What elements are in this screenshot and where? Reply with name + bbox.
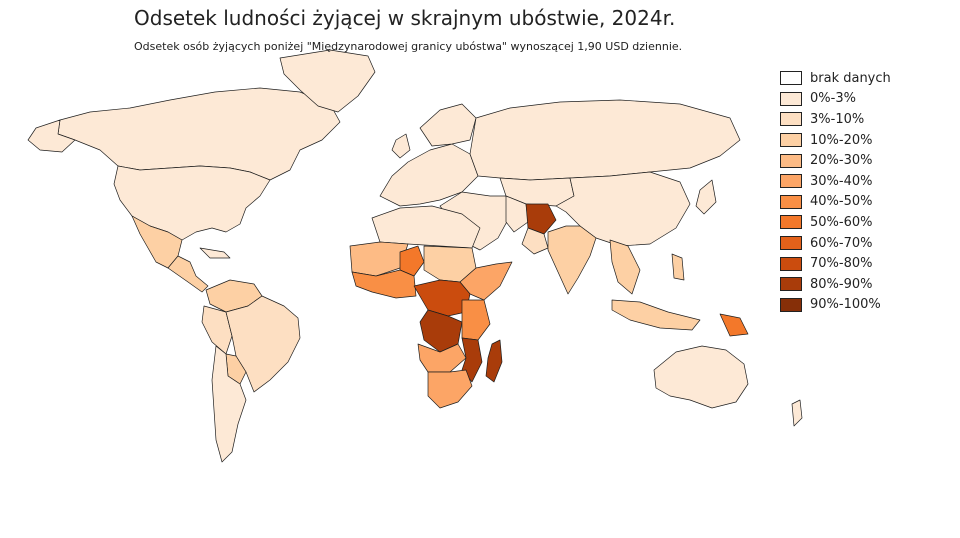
legend-item: 70%-80%: [780, 253, 940, 274]
country-greenland: [279, 49, 376, 113]
legend-item: 3%-10%: [780, 109, 940, 130]
country-indonesia: [611, 299, 701, 331]
country-southeast-asia: [609, 239, 641, 295]
legend-swatch: [780, 133, 802, 148]
legend-item: 80%-90%: [780, 274, 940, 295]
country-iran: [505, 195, 529, 233]
country-japan: [695, 179, 717, 215]
legend-item: 0%-3%: [780, 89, 940, 110]
legend-label: 80%-90%: [810, 276, 873, 292]
legend-label: 20%-30%: [810, 153, 873, 169]
legend-item: 30%-40%: [780, 171, 940, 192]
country-pakistan: [521, 227, 549, 255]
legend-item: brak danych: [780, 68, 940, 89]
legend-swatch: [780, 153, 802, 168]
country-madagascar: [485, 339, 503, 383]
map-subtitle: Odsetek osób żyjących poniżej "Międzynar…: [134, 40, 683, 53]
country-niger-chad: [399, 245, 425, 277]
legend-label: 40%-50%: [810, 194, 873, 210]
country-uk: [391, 133, 411, 159]
legend-item: 10%-20%: [780, 130, 940, 151]
country-papua-new-guinea: [719, 313, 749, 337]
legend-label: 0%-3%: [810, 91, 856, 107]
legend-swatch: [780, 91, 802, 106]
legend-item: 60%-70%: [780, 233, 940, 254]
legend-label: 50%-60%: [810, 214, 873, 230]
legend-item: 50%-60%: [780, 212, 940, 233]
country-west-coast: [351, 269, 417, 299]
map-title: Odsetek ludności żyjącej w skrajnym ubós…: [134, 6, 676, 30]
legend-swatch: [780, 297, 802, 312]
legend-item: 40%-50%: [780, 192, 940, 213]
country-central-africa: [413, 279, 471, 317]
country-new-zealand: [791, 399, 803, 427]
country-china: [555, 171, 691, 247]
country-india: [547, 225, 597, 295]
country-angola-zambia: [417, 343, 467, 373]
legend-label: 60%-70%: [810, 235, 873, 251]
country-east-africa: [461, 299, 491, 341]
legend-label: 90%-100%: [810, 297, 881, 313]
legend-swatch: [780, 256, 802, 271]
country-central-america: [167, 255, 209, 293]
legend-swatch: [780, 277, 802, 292]
legend-swatch: [780, 71, 802, 86]
country-alaska: [27, 119, 76, 153]
country-cuba: [199, 247, 231, 259]
country-canada: [57, 87, 341, 181]
country-argentina-chile: [211, 345, 247, 463]
legend: brak danych 0%-3% 3%-10% 10%-20% 20%-30% 30%-…: [780, 68, 940, 315]
country-afghanistan: [525, 203, 557, 235]
country-southern-africa: [427, 369, 473, 409]
legend-label: 70%-80%: [810, 256, 873, 272]
country-australia: [653, 345, 749, 409]
country-philippines: [671, 253, 685, 281]
legend-label: 30%-40%: [810, 173, 873, 189]
legend-label: 10%-20%: [810, 132, 873, 148]
legend-swatch: [780, 112, 802, 127]
legend-swatch: [780, 174, 802, 189]
legend-item: 20%-30%: [780, 150, 940, 171]
legend-label: brak danych: [810, 70, 891, 86]
legend-swatch: [780, 215, 802, 230]
legend-label: 3%-10%: [810, 111, 865, 127]
country-mozambique-malawi: [461, 337, 483, 383]
legend-swatch: [780, 236, 802, 251]
country-russia: [469, 99, 741, 181]
legend-item: 90%-100%: [780, 295, 940, 316]
country-scandinavia: [419, 103, 477, 147]
legend-swatch: [780, 194, 802, 209]
